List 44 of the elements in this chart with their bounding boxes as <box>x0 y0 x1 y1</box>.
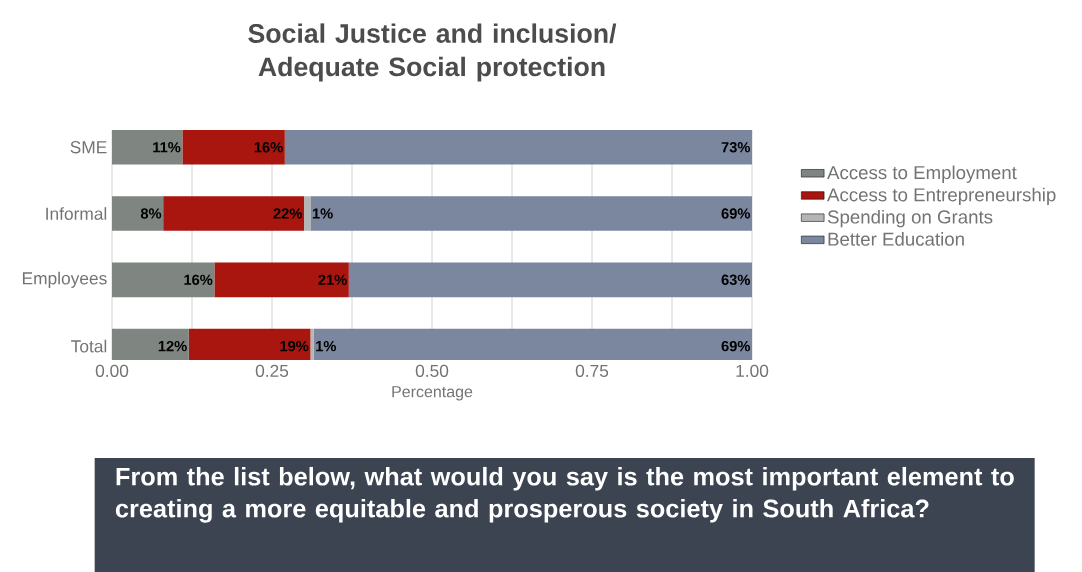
data-label: 19% <box>280 340 309 352</box>
bar <box>188 328 311 361</box>
data-label: 16% <box>184 274 213 285</box>
y-tick-label: Total <box>71 339 107 353</box>
legend-label: Better Education <box>828 232 964 246</box>
chart-title: Social Justice and inclusion/ Adequate Social protection <box>248 23 617 82</box>
bar <box>112 196 164 231</box>
data-label: 1% <box>312 208 333 219</box>
bar <box>182 130 285 165</box>
bar <box>112 130 183 165</box>
bar <box>112 328 189 361</box>
data-label: 11% <box>153 142 181 153</box>
bar <box>313 328 752 361</box>
data-label: 12% <box>158 340 187 352</box>
data-label: 1% <box>316 340 337 352</box>
y-tick-label: Employees <box>22 271 107 288</box>
text: From the list below, what would you say is the most important element to creating a more equitable and prosperous society in South Africa? <box>115 466 1014 523</box>
x-tick-label: 0.25 <box>255 364 289 377</box>
bar <box>310 196 752 231</box>
x-tick-label: 0.00 <box>95 364 129 377</box>
x-tick-label: 0.75 <box>575 364 609 377</box>
bar <box>304 196 311 231</box>
bar <box>163 196 304 231</box>
bar <box>112 262 215 298</box>
bar <box>348 262 752 298</box>
bar <box>284 130 752 165</box>
bar <box>214 262 349 298</box>
legend-label: Access to Entrepreneurship <box>827 187 1056 206</box>
data-label: 22% <box>273 208 303 219</box>
bar <box>310 328 314 361</box>
data-label: 69% <box>721 208 751 219</box>
x-axis-title: Percentage <box>392 386 473 401</box>
data-label: 16% <box>254 142 283 153</box>
data-label: 73% <box>721 142 751 153</box>
x-tick-label: 1.00 <box>736 364 769 377</box>
legend-label: Spending on Grants <box>827 209 993 228</box>
data-label: 21% <box>318 274 347 285</box>
data-label: 8% <box>140 208 162 219</box>
data-label: 69% <box>721 340 751 352</box>
y-tick-label: SME <box>70 141 107 154</box>
y-tick-label: Informal <box>46 207 107 220</box>
x-tick-label: 0.50 <box>415 364 449 377</box>
data-label: 63% <box>721 274 751 286</box>
legend-label: Access to Employment <box>827 165 1017 183</box>
